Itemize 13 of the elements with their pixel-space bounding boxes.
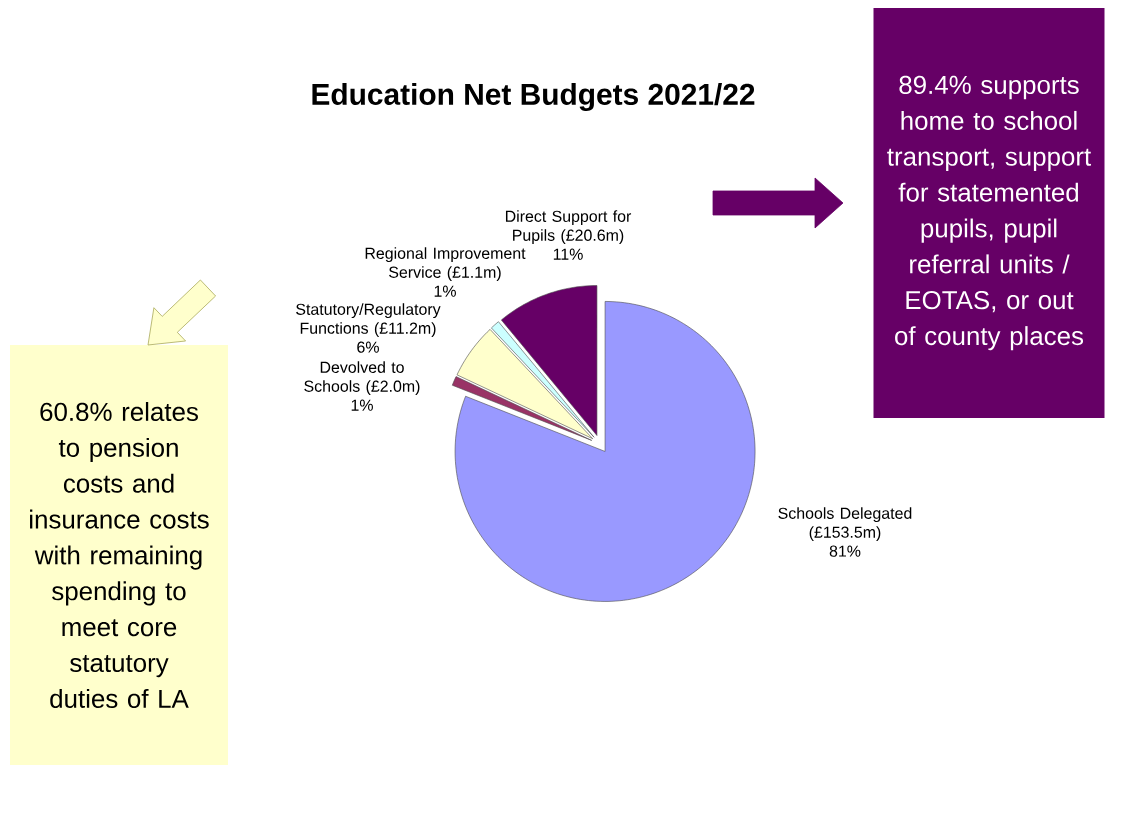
slice-label: Schools Delegated (£153.5m) xyxy=(778,507,912,541)
slice-label: Direct Support for Pupils (£20.6m) xyxy=(505,210,632,245)
data-label: 6% xyxy=(357,341,379,353)
slice-label: Devolved to Schools (£2.0m) xyxy=(304,361,420,396)
data-label: 11% xyxy=(553,248,583,260)
text: 60.8% relates to pension costs and insurance costs with remaining spending to meet core statutory duties of LA xyxy=(30,402,209,708)
text: 89.4% supports home to school transport, support for statemented pupils, pupil referral units / EOTAS, or out of county places xyxy=(887,75,1092,351)
data-label: 1% xyxy=(351,399,373,411)
data-label: 1% xyxy=(434,285,456,297)
slice-label: Regional Improvement Service (£1.1m) xyxy=(365,247,526,282)
slice-label: Statutory/Regulatory Functions (£11.2m) xyxy=(296,303,441,337)
chart-title: Education Net Budgets 2021/22 xyxy=(312,83,755,111)
data-label: 81% xyxy=(829,545,861,557)
